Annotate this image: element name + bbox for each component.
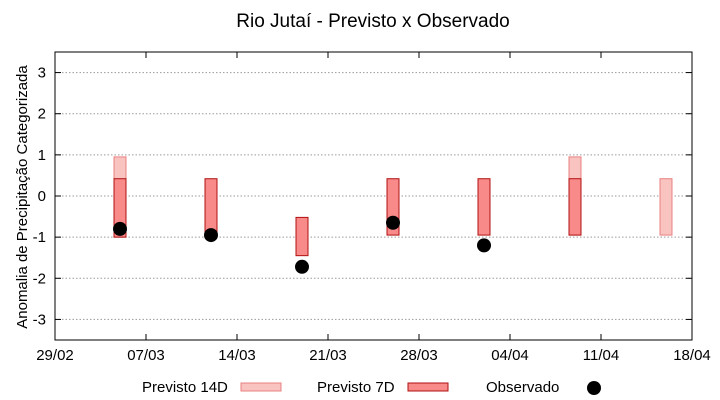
previsto-7d-bar [295, 216, 309, 257]
y-tick-label: 0 [38, 188, 46, 205]
y-tick-label: -2 [33, 270, 46, 287]
previsto-7d-bar [204, 178, 218, 236]
x-tick-label: 11/04 [583, 347, 619, 364]
observado-point [477, 238, 491, 253]
x-tick-label: 21/03 [309, 347, 347, 364]
y-axis-ticks: 3 2 1 0 -1 -2 -3 [33, 65, 692, 328]
x-tick-label: 14/03 [218, 347, 256, 364]
previsto-14d-bar [659, 178, 673, 236]
legend: Previsto 14D Previsto 7D Observado [142, 379, 601, 396]
observado-point [295, 259, 309, 274]
previsto-7d-series [113, 178, 582, 257]
chart-title: Rio Jutaí - Previsto x Observado [236, 11, 510, 32]
grid-lines [55, 72, 692, 320]
x-tick-label: 28/03 [400, 347, 438, 364]
y-tick-label: 3 [38, 65, 46, 82]
y-tick-label: -3 [33, 311, 46, 328]
legend-swatch-previsto-7d [407, 382, 449, 392]
x-tick-label: 07/03 [127, 347, 165, 364]
legend-label-previsto-7d: Previsto 7D [317, 379, 395, 396]
observado-point [113, 221, 127, 236]
previsto-7d-bar [477, 178, 491, 236]
y-tick-label: -1 [33, 229, 46, 246]
x-tick-label: 29/02 [36, 347, 74, 364]
observado-point [386, 215, 400, 230]
legend-label-observado: Observado [486, 379, 559, 396]
legend-label-previsto-14d: Previsto 14D [142, 379, 228, 396]
previsto-7d-bar [568, 178, 582, 236]
previsto-7d-bar [113, 178, 127, 238]
x-tick-label: 04/04 [491, 347, 529, 364]
x-axis-ticks: 29/02 07/03 14/03 21/03 28/03 04/04 11/04 18/04 [36, 52, 711, 364]
y-tick-label: 2 [38, 106, 46, 123]
y-axis-label: Anomalia de Precipitação Categorizada [14, 65, 31, 329]
observado-point [204, 228, 218, 243]
x-tick-label: 18/04 [673, 347, 711, 364]
observado-series [113, 215, 491, 274]
legend-marker-observado [587, 381, 601, 395]
legend-swatch-previsto-14d [240, 382, 282, 392]
y-tick-label: 1 [38, 147, 46, 164]
